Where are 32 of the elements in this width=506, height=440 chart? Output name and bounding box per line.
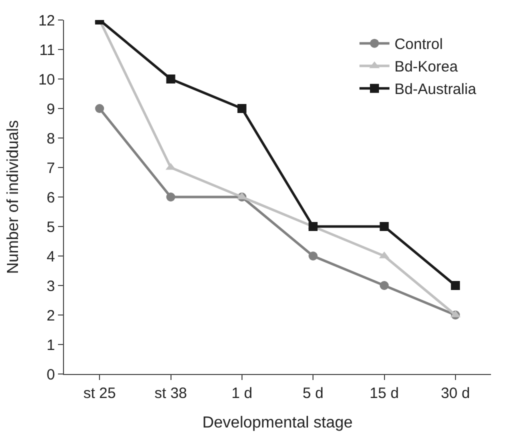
x-tick-label: 15 d bbox=[370, 385, 399, 402]
y-tick-label: 5 bbox=[46, 218, 55, 236]
point bbox=[380, 281, 389, 290]
point bbox=[166, 74, 176, 84]
point bbox=[237, 104, 246, 113]
point bbox=[95, 104, 104, 113]
y-axis-title: Number of individuals bbox=[5, 120, 22, 274]
x-tick-label: 30 d bbox=[440, 385, 470, 402]
x-tick-label: 5 d bbox=[302, 385, 324, 402]
y-tick-label: 11 bbox=[39, 42, 55, 59]
y-tick-label: 0 bbox=[46, 366, 55, 384]
y-tick-label: 7 bbox=[46, 160, 55, 177]
legend-label: Control bbox=[394, 36, 443, 54]
y-tick-label: 10 bbox=[38, 71, 55, 88]
point bbox=[166, 192, 176, 202]
legend-label: Bd-Korea bbox=[394, 58, 458, 76]
y-tick-label: 12 bbox=[38, 12, 55, 30]
y-tick-label: 6 bbox=[46, 189, 55, 206]
point bbox=[308, 252, 318, 260]
x-tick-label: 1 d bbox=[231, 385, 252, 402]
y-tick-label: 8 bbox=[46, 130, 55, 148]
y-tick-label: 1 bbox=[46, 336, 55, 354]
point bbox=[380, 222, 389, 231]
x-tick-label: st 25 bbox=[83, 385, 116, 402]
x-tick-label: st 38 bbox=[154, 385, 188, 402]
x-axis-title: Developmental stage bbox=[202, 414, 353, 432]
y-tick-label: 2 bbox=[46, 307, 55, 324]
legend-label: Bd-Australia bbox=[394, 81, 477, 98]
point bbox=[450, 281, 460, 290]
y-tick-label: 4 bbox=[46, 248, 55, 266]
y-tick-label: 3 bbox=[46, 278, 55, 295]
y-tick-label: 9 bbox=[46, 100, 55, 118]
